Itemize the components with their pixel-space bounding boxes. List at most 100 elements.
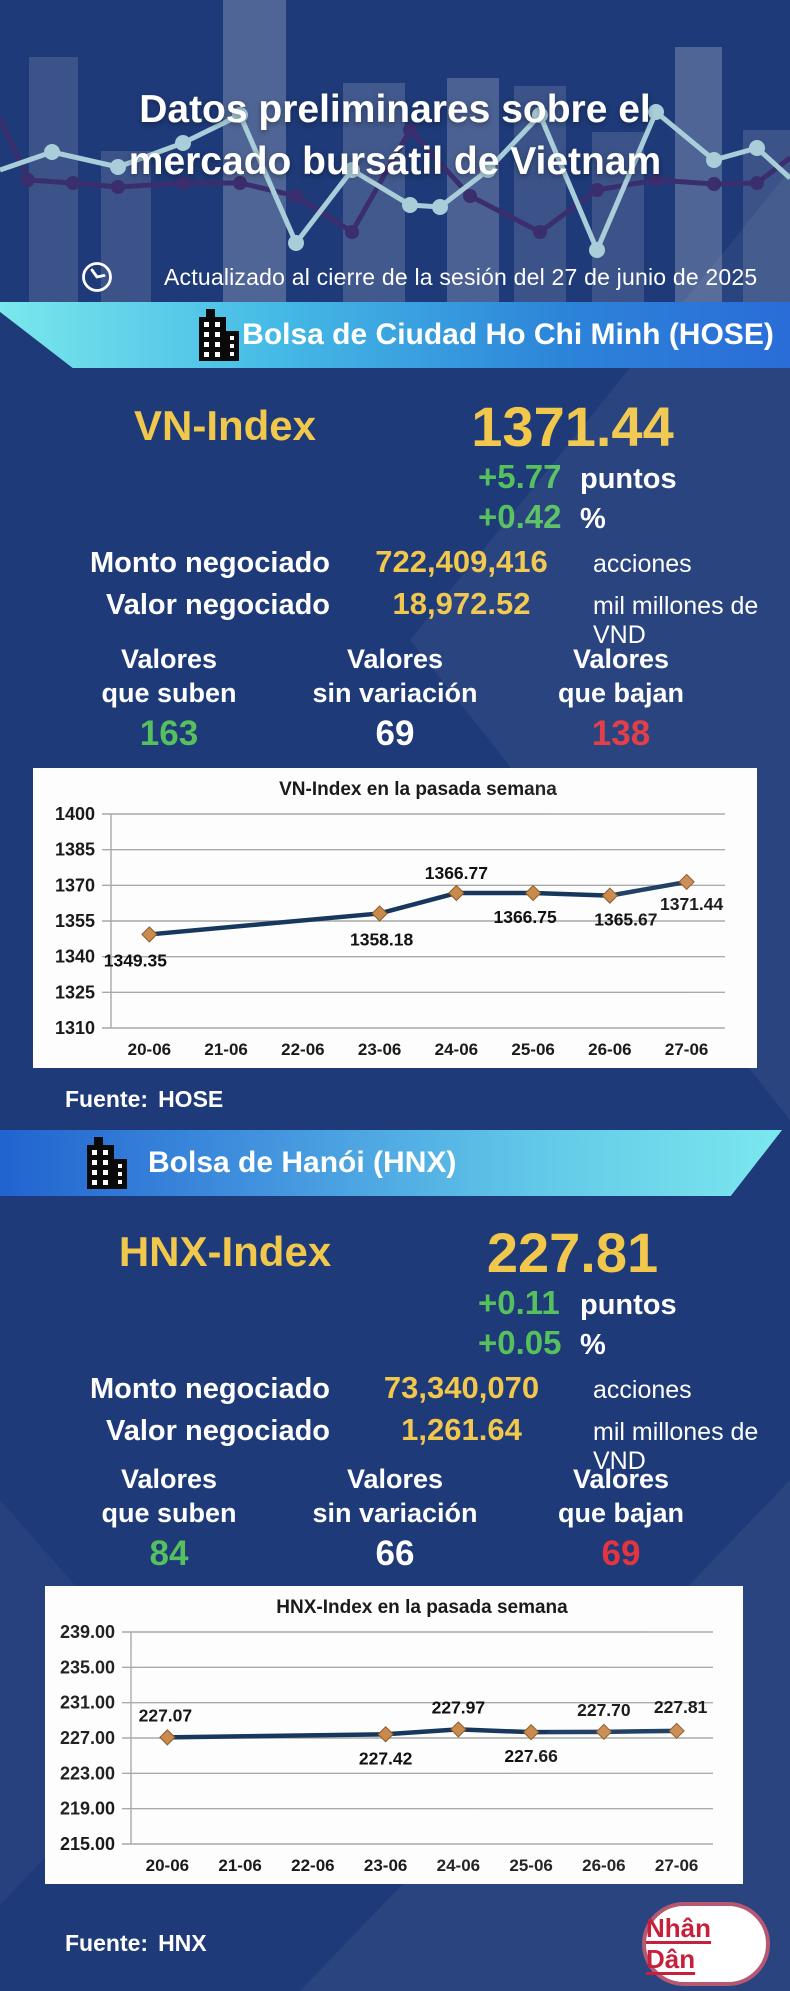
svg-text:23-06: 23-06: [364, 1856, 407, 1875]
svg-text:1366.77: 1366.77: [425, 863, 488, 883]
hnx-value-label: Valor negociado: [106, 1415, 330, 1447]
svg-text:1349.35: 1349.35: [104, 950, 168, 970]
hnx-decliners-label2: que bajan: [557, 1498, 685, 1528]
svg-text:227.07: 227.07: [139, 1705, 193, 1725]
hnx-index-name: HNX-Index: [118, 1228, 332, 1275]
svg-text:1325: 1325: [55, 982, 95, 1002]
svg-text:24-06: 24-06: [437, 1856, 480, 1875]
vn-decliners-col: Valores que bajan 138: [508, 642, 734, 758]
hose-source-label: Fuente:: [65, 1086, 149, 1112]
svg-text:227.70: 227.70: [577, 1700, 631, 1720]
hnx-banner-title: Bolsa de Hanói (HNX): [148, 1146, 457, 1179]
svg-text:26-06: 26-06: [588, 1040, 631, 1059]
vn-advancers-col: Valores que suben 163: [56, 642, 282, 758]
building-icon: [199, 309, 239, 361]
page-title: Datos preliminares sobre el mercado burs…: [0, 84, 790, 188]
clock-icon: [82, 262, 112, 292]
hnx-advancers-col: Valores que suben 84: [56, 1462, 282, 1578]
hnx-value-row: Valor negociado 1,261.64 mil millones de…: [0, 1412, 790, 1475]
vn-unchanged-label2: sin variación: [312, 678, 478, 708]
vn-decliners-count: 138: [591, 714, 651, 753]
svg-text:227.97: 227.97: [432, 1697, 486, 1717]
hnx-advancers-label2: que suben: [101, 1498, 237, 1528]
hose-source-value: HOSE: [158, 1086, 224, 1112]
hnx-change-points-row: +0.11 puntos: [478, 1284, 790, 1324]
hnx-valores-row: Valores que suben 84 Valores sin variación…: [0, 1462, 790, 1578]
hnx-change-pct: +0.05: [478, 1324, 562, 1361]
hnx-decliners-col: Valores que bajan 69: [508, 1462, 734, 1578]
svg-text:235.00: 235.00: [60, 1657, 115, 1677]
vn-volume-row: Monto negociado 722,409,416 acciones: [0, 544, 790, 584]
vn-valores-row: Valores que suben 163 Valores sin variació…: [0, 642, 790, 758]
hnx-source-value: HNX: [158, 1930, 207, 1956]
hnx-unchanged-label1: Valores: [346, 1464, 444, 1494]
hnx-decliners-count: 69: [601, 1534, 641, 1573]
svg-text:HNX-Index en la pasada semana: HNX-Index en la pasada semana: [276, 1597, 568, 1618]
hnx-change-points: +0.11: [478, 1284, 560, 1321]
building-icon: [87, 1137, 127, 1189]
svg-text:1370: 1370: [55, 875, 95, 895]
svg-text:25-06: 25-06: [509, 1856, 552, 1875]
svg-text:231.00: 231.00: [60, 1693, 115, 1713]
svg-text:27-06: 27-06: [655, 1856, 698, 1875]
hnx-decliners-label1: Valores: [572, 1464, 670, 1494]
hnx-volume-row: Monto negociado 73,340,070 acciones: [0, 1370, 790, 1410]
vn-volume-label: Monto negociado: [89, 547, 330, 579]
vn-volume-value: 722,409,416: [375, 544, 548, 579]
svg-text:1371.44: 1371.44: [660, 894, 724, 914]
svg-text:VN-Index en la pasada semana: VN-Index en la pasada semana: [279, 779, 557, 800]
svg-text:1340: 1340: [55, 947, 95, 967]
hnx-change-pct-unit: %: [580, 1329, 606, 1361]
vn-advancers-label2: que suben: [101, 678, 237, 708]
vn-value-row: Valor negociado 18,972.52 mil millones d…: [0, 586, 790, 649]
svg-text:23-06: 23-06: [358, 1040, 401, 1059]
svg-text:25-06: 25-06: [511, 1040, 554, 1059]
svg-text:1400: 1400: [55, 804, 95, 824]
hose-source: Fuente: HOSE: [65, 1086, 790, 1114]
updated-text: Actualizado al cierre de la sesión del 2…: [164, 263, 758, 290]
hnx-banner: Bolsa de Hanói (HNX): [0, 1130, 783, 1196]
header: Datos preliminares sobre el mercado burs…: [0, 0, 790, 302]
svg-text:1385: 1385: [55, 840, 95, 860]
hnx-index-value: 227.81: [486, 1220, 659, 1284]
hnx-volume-unit: acciones: [593, 1376, 692, 1404]
hnx-source: Fuente: HNX: [65, 1930, 207, 1958]
svg-text:20-06: 20-06: [146, 1856, 189, 1875]
hnx-advancers-count: 84: [149, 1534, 189, 1573]
svg-text:20-06: 20-06: [128, 1040, 171, 1059]
nhan-dan-logo: Nhân Dân: [642, 1902, 770, 1986]
decorative-line-purple: [0, 116, 790, 239]
vn-change-pct-unit: %: [580, 503, 606, 535]
vn-change-pct: +0.42: [478, 498, 562, 535]
hnx-unchanged-col: Valores sin variación 66: [282, 1462, 508, 1578]
footer: Fuente: HNX Nhân Dân: [0, 1898, 790, 1990]
svg-text:1310: 1310: [55, 1018, 95, 1038]
nhan-dan-logo-text: Nhân Dân: [646, 1913, 711, 1974]
vn-decliners-label2: que bajan: [557, 678, 685, 708]
svg-text:227.42: 227.42: [359, 1748, 413, 1768]
vn-advancers-count: 163: [139, 714, 199, 753]
vn-change-points-unit: puntos: [580, 463, 677, 495]
hnx-index-chart: HNX-Index en la pasada semana 239.00 235.0…: [45, 1586, 743, 1884]
vn-unchanged-label1: Valores: [346, 644, 444, 674]
svg-text:21-06: 21-06: [204, 1040, 247, 1059]
hnx-unchanged-label2: sin variación: [312, 1498, 478, 1528]
svg-text:24-06: 24-06: [435, 1040, 478, 1059]
updated-row: Actualizado al cierre de la sesión del 2…: [80, 260, 757, 294]
svg-text:239.00: 239.00: [60, 1622, 115, 1642]
vn-change-points-row: +5.77 puntos: [478, 458, 790, 498]
svg-text:1355: 1355: [55, 911, 95, 931]
hose-banner-title: Bolsa de Ciudad Ho Chi Minh (HOSE): [242, 318, 774, 351]
hnx-unchanged-count: 66: [375, 1534, 415, 1573]
hnx-volume-label: Monto negociado: [89, 1373, 330, 1405]
svg-text:22-06: 22-06: [291, 1856, 334, 1875]
svg-text:1365.67: 1365.67: [594, 910, 657, 930]
svg-text:223.00: 223.00: [60, 1763, 115, 1783]
svg-text:227.66: 227.66: [504, 1746, 558, 1766]
svg-text:27-06: 27-06: [665, 1040, 708, 1059]
hnx-volume-value: 73,340,070: [383, 1370, 540, 1405]
svg-text:1366.75: 1366.75: [493, 907, 557, 927]
vn-change-pct-row: +0.42 %: [478, 498, 790, 538]
hnx-change-points-unit: puntos: [580, 1289, 677, 1321]
